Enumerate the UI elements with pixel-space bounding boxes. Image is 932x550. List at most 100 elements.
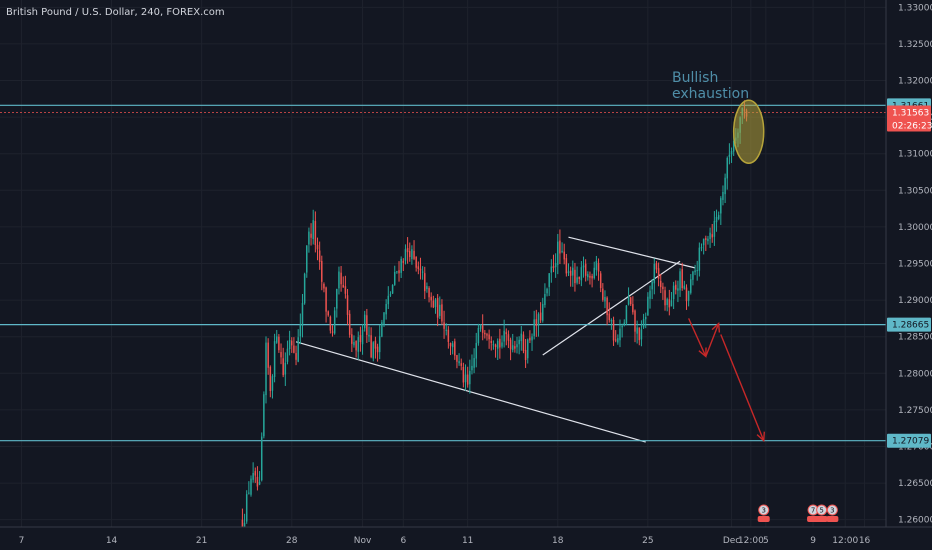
candle-body <box>702 238 705 246</box>
candle-body <box>357 337 360 352</box>
candle-body <box>293 345 295 353</box>
candle-body <box>675 284 677 290</box>
candle-body <box>443 322 445 329</box>
candle-body <box>473 358 475 368</box>
candle-body <box>477 328 480 344</box>
candle-body <box>614 339 617 341</box>
candle-body <box>730 151 733 155</box>
candle-body <box>550 266 553 273</box>
candle-body <box>569 270 572 276</box>
candle-body <box>591 275 593 279</box>
candle-body <box>625 305 628 324</box>
price-tag <box>887 433 931 448</box>
event-flag <box>826 516 839 522</box>
candle-body <box>700 247 703 249</box>
candle-body <box>705 238 707 240</box>
candle-body <box>559 240 561 254</box>
candle-body <box>584 263 587 276</box>
candle-body <box>574 269 576 284</box>
grid <box>0 0 886 527</box>
candle-body <box>378 336 381 353</box>
highlight-ellipse <box>732 99 765 164</box>
candle-body <box>492 344 495 346</box>
candle-body <box>263 394 265 437</box>
candle-body <box>664 290 666 306</box>
y-tick-label: 1.28500 <box>898 333 932 343</box>
candle-body <box>552 266 555 269</box>
candle-body <box>376 346 379 353</box>
candle-body <box>267 342 269 368</box>
candle-body <box>621 326 623 328</box>
candle-body <box>687 290 690 301</box>
candle-body <box>578 276 580 280</box>
y-tick-label: 1.26500 <box>898 479 932 489</box>
current-price-tag <box>887 105 931 132</box>
event-marker-label: 3 <box>830 507 834 515</box>
candle-body <box>430 296 432 301</box>
candle-body <box>507 334 510 341</box>
candle-body <box>284 362 287 375</box>
candle-body <box>469 370 471 385</box>
candle-body <box>353 342 355 346</box>
current-price-label: 1.31563 <box>892 108 929 118</box>
candle-body <box>720 198 722 214</box>
candle-body <box>602 288 604 300</box>
candle-body <box>458 361 460 364</box>
candle-body <box>593 267 595 279</box>
trendline <box>568 236 696 269</box>
x-tick-label: Dec <box>723 536 740 546</box>
y-tick-label: 1.29500 <box>898 260 932 270</box>
candle-body <box>398 270 400 274</box>
candle-body <box>520 333 523 342</box>
candle-body <box>516 344 518 348</box>
candle-body <box>638 327 641 341</box>
candle-body <box>333 310 336 334</box>
y-tick-label: 1.31000 <box>898 150 932 160</box>
y-tick-label: 1.28000 <box>898 369 932 379</box>
candle-body <box>250 478 252 495</box>
candle-body <box>522 334 525 351</box>
x-tick-label: 18 <box>552 536 564 546</box>
candle-body <box>642 319 645 328</box>
candle-body <box>484 332 486 335</box>
candle-body <box>318 250 321 262</box>
candle-body <box>496 340 499 349</box>
candle-body <box>726 158 729 179</box>
projection-arrow <box>720 334 765 441</box>
candle-body <box>301 302 304 326</box>
candle-body <box>505 332 508 335</box>
candle-body <box>672 285 675 300</box>
candle-body <box>286 348 289 362</box>
x-tick-label: 21 <box>196 536 207 546</box>
candle-body <box>348 313 351 335</box>
x-tick-label: 6 <box>400 536 406 546</box>
candle-body <box>685 287 688 302</box>
candle-body <box>533 319 535 336</box>
candle-body <box>561 250 563 252</box>
candle-body <box>662 286 664 290</box>
candle-body <box>732 140 735 152</box>
candle-body <box>475 342 478 359</box>
candle-body <box>460 363 462 366</box>
candle-body <box>361 329 364 345</box>
candle-body <box>297 337 299 362</box>
candle-body <box>441 304 443 322</box>
candles <box>241 100 748 543</box>
candle-body <box>385 303 387 315</box>
candle-body <box>278 336 280 351</box>
candle-body <box>597 262 600 272</box>
event-marker <box>816 504 828 516</box>
candle-body <box>338 271 340 289</box>
candle-body <box>265 342 267 396</box>
candle-body <box>310 233 312 238</box>
x-tick-label: 9 <box>810 536 816 546</box>
candle-body <box>711 234 713 238</box>
y-tick-label: 1.32500 <box>898 40 932 50</box>
annotation-line-2: exhaustion <box>672 86 749 102</box>
candle-body <box>636 327 638 334</box>
candle-body <box>363 314 366 329</box>
